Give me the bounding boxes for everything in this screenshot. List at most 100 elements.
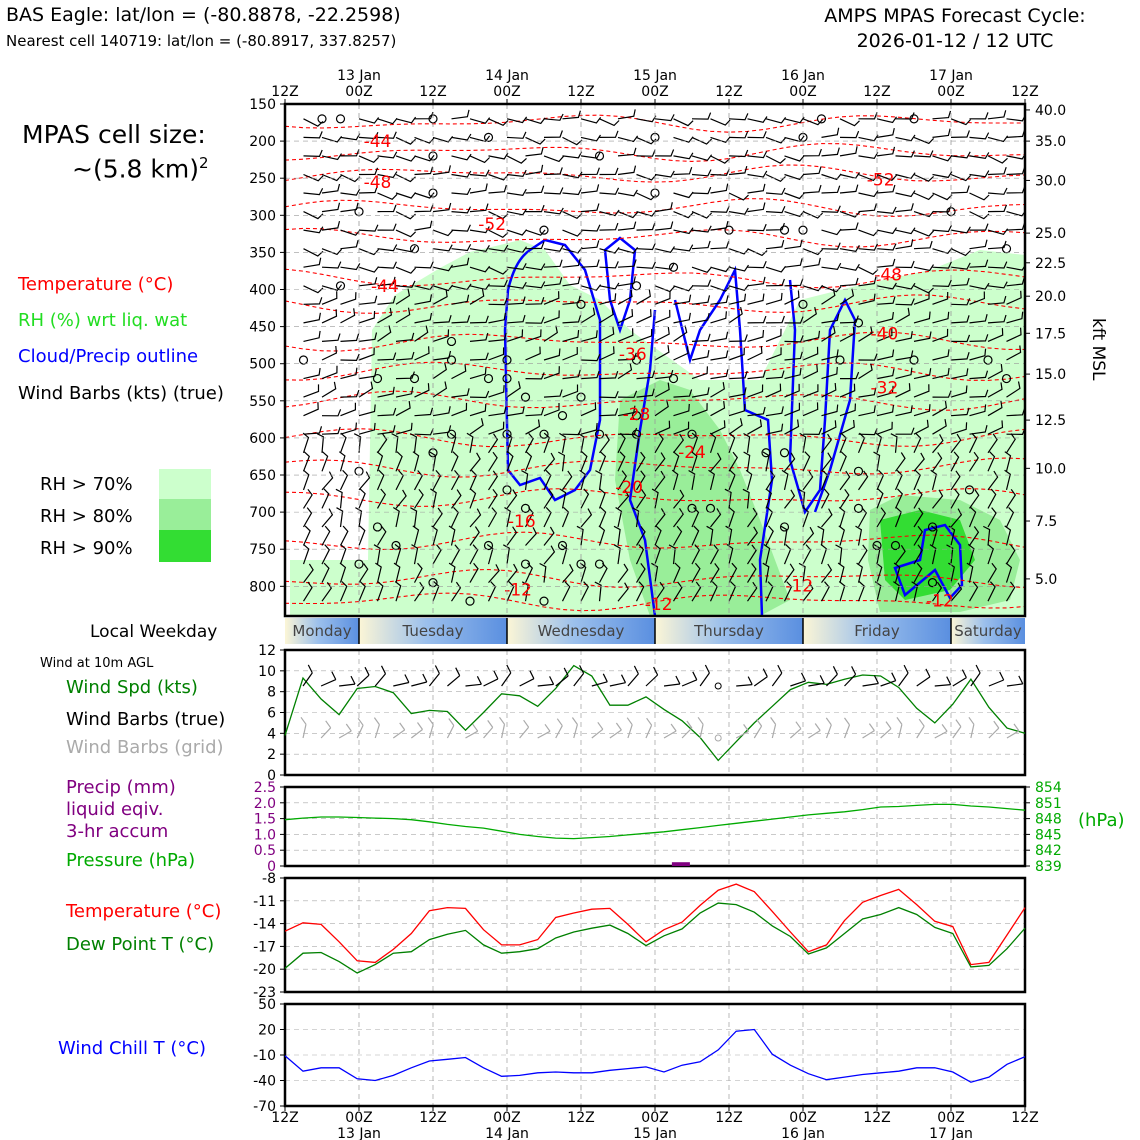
- precip-y-tick-label: 1.0: [254, 827, 276, 843]
- wind-barb: [821, 262, 842, 271]
- wind-barb: [691, 240, 711, 250]
- forecast-cycle-label: AMPS MPAS Forecast Cycle:: [824, 5, 1086, 27]
- wind-barb: [377, 407, 397, 417]
- wind-barb: [969, 404, 987, 417]
- wind-barb: [543, 155, 565, 163]
- wind-barb: [950, 582, 963, 602]
- weekday-label: Friday: [854, 622, 900, 640]
- cs-y-tick-label: 150: [249, 97, 276, 113]
- wind-barb: [340, 422, 357, 435]
- wind-barb: [895, 282, 916, 290]
- wind-barb: [672, 581, 683, 602]
- wind-barb: [651, 562, 659, 583]
- wind-barb: [303, 312, 321, 324]
- wind-barb: [636, 328, 653, 342]
- wind-barb: [432, 362, 447, 380]
- wind-barb: [913, 285, 934, 294]
- wind-barb: [339, 581, 348, 602]
- wind-barb: [599, 261, 619, 269]
- wind-barb: [1006, 185, 1025, 194]
- wind-barb: [1006, 311, 1024, 324]
- wind-barb: [432, 165, 451, 176]
- wind-barb: [987, 382, 1003, 398]
- wind-barb: [802, 248, 824, 256]
- wind-barb-10m: [898, 664, 909, 687]
- wind-barb: [599, 167, 619, 176]
- wind-barb: [710, 382, 725, 398]
- wind-barb: [765, 406, 784, 417]
- wind-barb: [377, 171, 398, 179]
- wind-barb: [876, 404, 895, 417]
- wind-barb-10m-grid: [499, 716, 506, 739]
- wind-barb: [504, 506, 511, 528]
- wind-barb: [432, 507, 443, 528]
- wind-barb: [765, 370, 785, 380]
- wind-barb: [798, 488, 806, 509]
- wind-barb: [506, 451, 514, 472]
- wind-barb: [763, 544, 771, 565]
- wind-barb: [303, 188, 324, 196]
- wind-barb: [488, 297, 508, 306]
- wind-barb: [414, 325, 429, 342]
- wind-barb: [413, 470, 423, 491]
- wind-barb: [691, 432, 699, 454]
- wind-barb: [913, 192, 935, 201]
- wind-barb-10m: [339, 675, 356, 687]
- wind-barb: [395, 266, 417, 274]
- wind-barb: [673, 167, 693, 176]
- wind-barb: [710, 118, 731, 126]
- wind-barb: [451, 489, 462, 509]
- wind-barb: [488, 184, 507, 194]
- wind-barb: [321, 544, 331, 565]
- calm-wind-circle: [539, 596, 549, 606]
- wind-barb-10m-grid: [483, 720, 494, 739]
- wind-barb: [395, 288, 411, 305]
- wind-barb: [710, 311, 727, 324]
- wind-barb: [617, 189, 638, 197]
- wind-barb: [302, 581, 313, 602]
- bottom-time-label: 00Z: [641, 1110, 668, 1126]
- wind-barb: [558, 451, 566, 472]
- wind-barb: [377, 352, 397, 361]
- top-date-label: 14 Jan: [485, 68, 529, 84]
- wind-barb: [784, 383, 800, 398]
- wind-barb: [858, 427, 878, 436]
- wind-barb: [340, 353, 360, 362]
- wind-barb: [580, 402, 597, 417]
- wind-barb: [746, 563, 757, 583]
- wind-barb: [913, 150, 934, 158]
- calm-wind-circle: [816, 114, 827, 124]
- wind-barb: [691, 506, 700, 528]
- wind-barb: [784, 290, 800, 305]
- wind-barb: [728, 248, 750, 255]
- wind-barb-10m: [447, 667, 461, 687]
- wind-barb: [784, 452, 796, 472]
- wind-barb: [451, 294, 470, 305]
- wind-speed-y-tick-label: 10: [258, 664, 276, 680]
- weekday-label: Monday: [292, 622, 351, 640]
- wind-barb-10m-grid: [862, 723, 875, 739]
- wind-barb: [358, 563, 369, 583]
- wind-barb: [691, 136, 713, 145]
- wind-barb: [377, 151, 398, 159]
- wind-barb: [562, 564, 574, 583]
- wind-barb: [635, 451, 646, 472]
- wind-barb: [950, 488, 960, 509]
- wind-barb: [728, 403, 746, 417]
- wind-barb: [376, 469, 385, 491]
- wind-barb: [710, 295, 729, 305]
- wind-barb: [895, 260, 915, 269]
- wind-barb: [969, 152, 990, 160]
- wind-barb: [913, 311, 931, 324]
- wind-barb: [636, 388, 655, 398]
- wind-barb: [636, 261, 656, 269]
- wind-barb: [821, 563, 833, 583]
- wind-barb: [673, 285, 694, 292]
- wind-barb: [932, 224, 953, 233]
- wind-barb: [932, 581, 943, 602]
- wind-barb: [451, 133, 472, 141]
- wind-barb: [651, 488, 659, 509]
- dewpoint-line: [284, 902, 1026, 974]
- precip-y-tick-label: 2.5: [254, 780, 276, 796]
- wind-barb: [469, 488, 477, 509]
